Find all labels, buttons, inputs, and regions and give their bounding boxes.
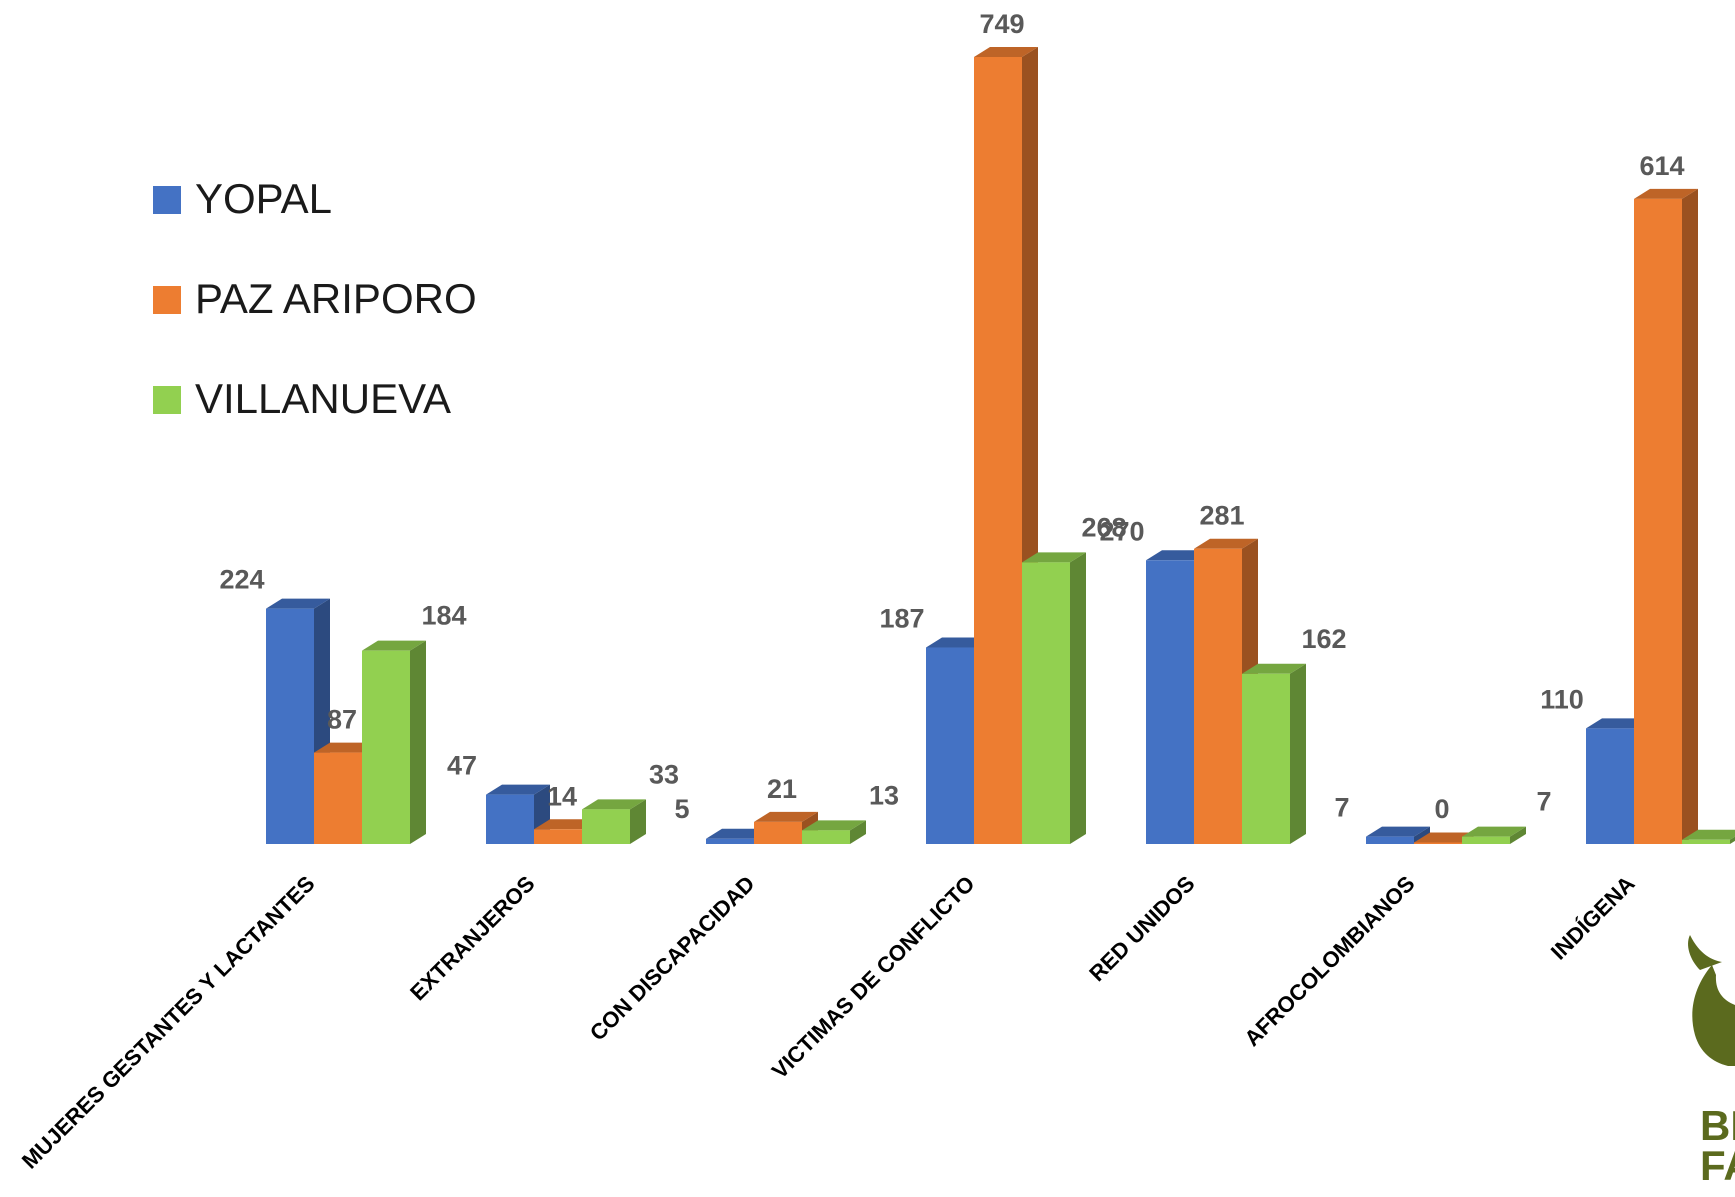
bar-6-3 [1462, 826, 1526, 844]
logo-text-line2: FAM [1700, 1142, 1735, 1189]
data-label-4-1: 187 [879, 604, 924, 634]
legend-swatch-1 [153, 186, 181, 214]
category-label-6: AFROCOLOMBIANOS [1239, 871, 1419, 1051]
bar-5-2 [1194, 538, 1258, 844]
data-label-7-1: 110 [1540, 684, 1584, 714]
bar-1-3 [362, 640, 426, 844]
data-label-3-1: 5 [674, 794, 689, 824]
legend: YOPAL PAZ ARIPORO VILLANUEVA [153, 175, 477, 422]
bar-6-1 [1366, 826, 1430, 844]
category-label-2: EXTRANJEROS [405, 871, 539, 1005]
logo: BIENFAM [1688, 935, 1735, 1189]
data-label-2-3: 33 [649, 759, 679, 789]
legend-swatch-3 [153, 386, 181, 414]
bar-3-3 [802, 820, 866, 844]
logo-text-line1: BIEN [1700, 1102, 1735, 1149]
bars [266, 47, 1735, 845]
legend-label-1: YOPAL [195, 175, 332, 222]
family-hands-logo-icon [1688, 935, 1735, 1066]
bar-5-3 [1242, 663, 1306, 844]
category-label-4: VICTIMAS DE CONFLICTO [767, 871, 980, 1084]
data-label-5-3: 162 [1301, 624, 1346, 654]
data-label-4-2: 749 [979, 9, 1024, 39]
data-label-3-3: 13 [869, 780, 899, 810]
bar-7-3 [1682, 829, 1735, 844]
data-label-5-2: 281 [1199, 501, 1244, 531]
data-label-1-3: 184 [421, 601, 466, 631]
legend-label-3: VILLANUEVA [195, 375, 451, 422]
data-label-4-3: 268 [1081, 512, 1126, 542]
data-label-7-2: 614 [1639, 151, 1684, 181]
category-label-5: RED UNIDOS [1084, 871, 1199, 986]
bar-4-3 [1022, 552, 1086, 844]
category-label-3: CON DISCAPACIDAD [585, 871, 760, 1046]
data-label-2-1: 47 [447, 751, 477, 781]
category-label-7: INDÍGENA [1546, 871, 1640, 965]
bar-2-3 [582, 799, 646, 844]
data-label-6-3: 7 [1536, 787, 1551, 817]
data-label-1-2: 87 [327, 705, 357, 735]
data-label-6-1: 7 [1334, 793, 1349, 823]
category-labels: MUJERES GESTANTES Y LACTANTES EXTRANJEROS… [17, 871, 1640, 1174]
data-label-6-2: 0 [1434, 794, 1449, 824]
bar-7-2 [1634, 188, 1698, 845]
data-label-5-1: 270 [1099, 516, 1144, 546]
data-label-1-1: 224 [219, 565, 264, 595]
legend-label-2: PAZ ARIPORO [195, 275, 477, 322]
data-label-3-2: 21 [767, 774, 797, 804]
data-label-2-2: 14 [547, 781, 577, 811]
legend-swatch-2 [153, 286, 181, 314]
category-label-1: MUJERES GESTANTES Y LACTANTES [17, 871, 320, 1174]
